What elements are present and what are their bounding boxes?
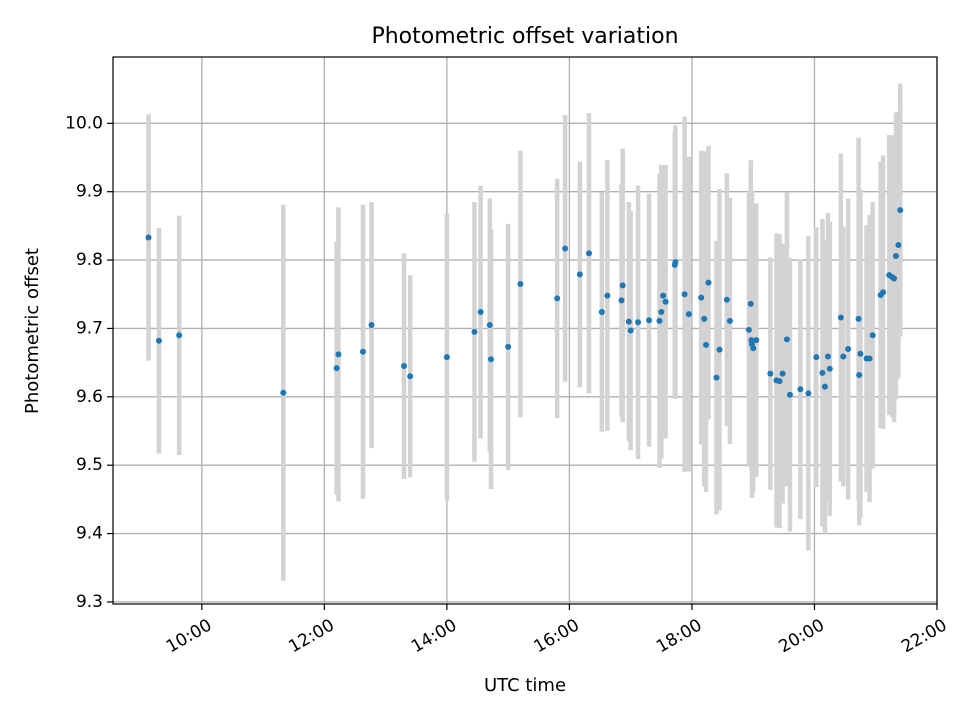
data-point [837,314,844,321]
data-point [891,275,898,282]
y-tick-label: 9.6 [76,387,103,407]
data-point [824,353,831,360]
data-point [660,292,667,299]
data-point [627,327,634,334]
data-point [786,391,793,398]
data-point [685,311,692,318]
x-axis-label: UTC time [484,675,566,696]
y-axis-ticks: 9.3 9.4 9.5 9.6 9.7 9.8 9.9 10.0 [65,113,113,612]
data-point [880,289,887,296]
data-point [698,294,705,301]
data-point [723,296,730,303]
plot-frame [112,56,938,605]
y-tick-label: 9.4 [76,524,103,544]
data-point [783,336,790,343]
data-point [486,322,493,329]
data-point [505,343,512,350]
data-point [856,371,863,378]
data-point [576,271,583,278]
data-point [145,234,152,241]
data-point [866,355,873,362]
data-point [658,309,665,316]
data-point [401,363,408,370]
data-point [767,370,774,377]
y-tick-label: 10.0 [65,113,103,133]
data-point [805,390,812,397]
data-point [598,309,605,316]
data-point [656,317,663,324]
data-point [776,378,783,385]
data-point [726,317,733,324]
data-point [333,365,340,372]
data-point [857,350,864,357]
data-point [407,373,414,380]
data-point [703,341,710,348]
y-tick-label: 9.3 [76,592,103,612]
data-point [855,315,862,322]
data-points [145,207,904,398]
data-point [845,345,852,352]
data-point [662,298,669,305]
data-point [562,245,569,252]
data-point [368,322,375,329]
data-point [517,281,524,288]
data-point [892,252,899,259]
data-point [897,207,904,214]
data-point [745,326,752,333]
y-tick-label: 9.8 [76,250,103,270]
data-point [821,383,828,390]
data-point [335,351,342,358]
data-point [359,348,366,355]
data-point [672,259,679,266]
data-point [443,354,450,361]
data-point [750,345,757,352]
data-point [797,386,804,393]
y-tick-label: 9.5 [76,455,103,475]
data-point [471,328,478,335]
data-point [176,332,183,339]
data-point [618,297,625,304]
data-point [813,354,820,361]
data-point [586,250,593,257]
y-axis-label: Photometric offset [22,248,43,414]
data-point [869,332,876,339]
data-point [747,300,754,307]
data-point [681,291,688,298]
data-point [646,317,653,324]
chart-title: Photometric offset variation [371,24,678,49]
data-point [779,370,786,377]
data-point [895,242,902,249]
data-point [826,365,833,372]
y-tick-label: 9.7 [76,318,103,338]
data-point [619,282,626,289]
data-point [716,346,723,353]
data-point [604,292,611,299]
data-point [155,337,162,344]
data-point [487,356,494,363]
data-point [753,337,760,344]
y-tick-label: 9.9 [76,182,103,202]
data-point [625,318,632,325]
data-point [554,295,561,302]
data-point [280,389,287,396]
data-point [705,279,712,286]
data-point [840,353,847,360]
data-point [713,374,720,381]
data-point [819,369,826,376]
plot-area [113,57,937,604]
data-point [477,309,484,316]
data-point [701,315,708,322]
data-point [635,319,642,326]
